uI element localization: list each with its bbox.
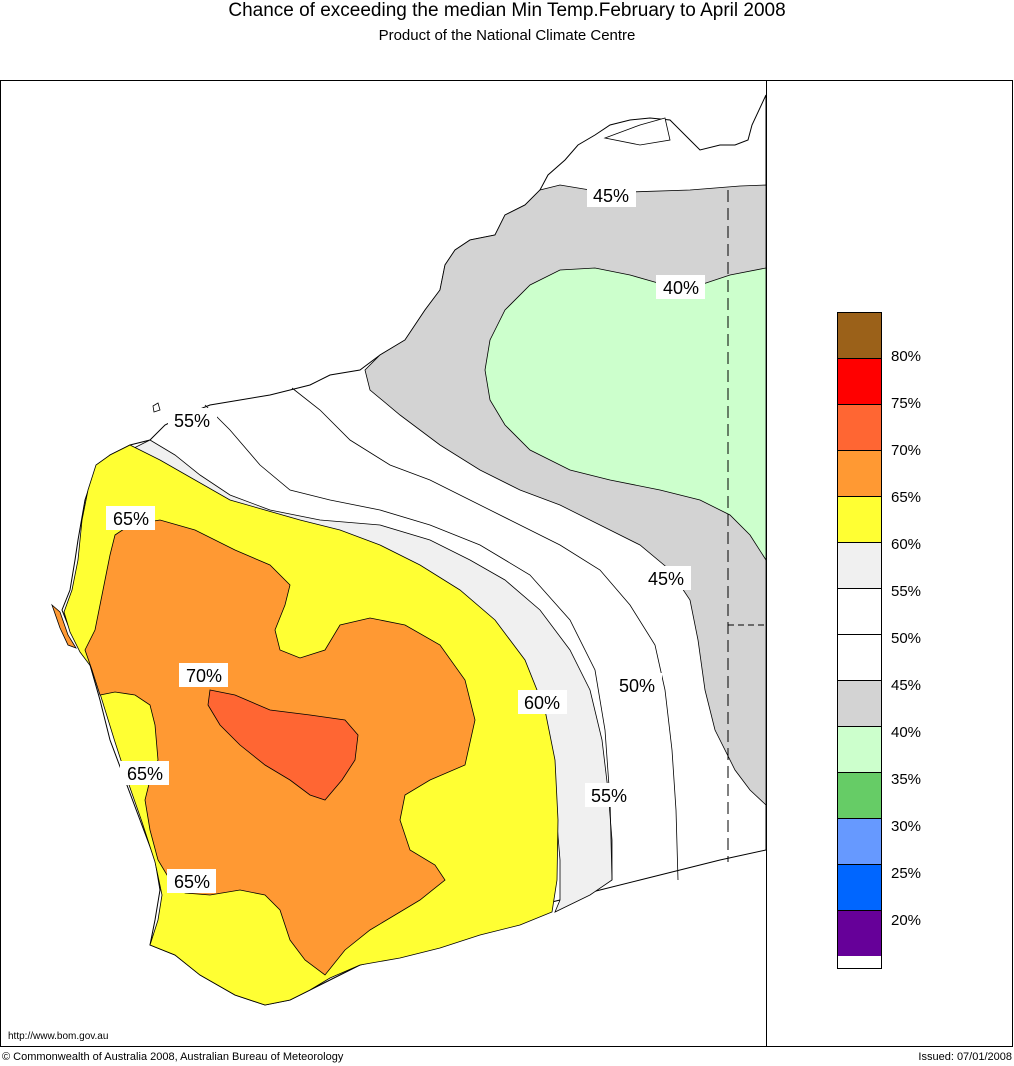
zone-35-40 xyxy=(484,267,766,561)
legend-label: 50% xyxy=(891,630,922,647)
label-e55-text: 55% xyxy=(591,786,627,806)
legend-swatch xyxy=(837,542,881,588)
label-e60: 60% xyxy=(518,690,567,714)
label-n45-text: 45% xyxy=(593,186,629,206)
label-nw55: 55% xyxy=(168,408,217,432)
zone-70-75 xyxy=(207,689,359,801)
label-nw55-text: 55% xyxy=(174,411,210,431)
label-c70-text: 70% xyxy=(186,666,222,686)
legend-label: 45% xyxy=(891,677,922,694)
legend-swatch xyxy=(837,358,881,404)
legend-label: 80% xyxy=(891,348,922,365)
legend-label: 20% xyxy=(891,912,922,929)
legend-label: 35% xyxy=(891,771,922,788)
map-frame xyxy=(0,80,1013,1047)
map-legend-divider xyxy=(766,80,767,1047)
label-e60-text: 60% xyxy=(524,693,560,713)
label-c70: 70% xyxy=(179,663,228,687)
legend-swatch xyxy=(837,588,881,634)
label-e50-text: 50% xyxy=(619,676,655,696)
legend-swatch xyxy=(837,634,881,680)
legend-label: 40% xyxy=(891,724,922,741)
legend-swatch xyxy=(837,910,881,956)
legend-label: 55% xyxy=(891,583,922,600)
legend-swatch xyxy=(837,772,881,818)
copyright-notice: © Commonwealth of Australia 2008, Austra… xyxy=(2,1051,344,1063)
label-sw65b: 65% xyxy=(167,869,216,893)
label-sw65a-text: 65% xyxy=(127,764,163,784)
legend-label: 60% xyxy=(891,536,922,553)
map-subtitle: Product of the National Climate Centre xyxy=(378,27,636,44)
map-title: Chance of exceeding the median Min Temp.… xyxy=(228,0,786,21)
source-url: http://www.bom.gov.au xyxy=(8,1031,109,1042)
legend-label: 75% xyxy=(891,395,922,412)
issued-date: Issued: 07/01/2008 xyxy=(918,1051,1012,1063)
label-w65: 65% xyxy=(106,506,155,530)
island-north xyxy=(603,117,671,146)
legend-swatch xyxy=(837,680,881,726)
label-sw65a: 65% xyxy=(120,761,169,785)
legend-swatch xyxy=(837,496,881,542)
label-e45: 45% xyxy=(642,566,691,590)
legend-swatch xyxy=(837,864,881,910)
legend-swatch xyxy=(837,450,881,496)
label-n45: 45% xyxy=(587,183,636,207)
legend-swatches xyxy=(837,312,881,956)
label-e50: 50% xyxy=(613,673,662,697)
label-w65-text: 65% xyxy=(113,509,149,529)
legend-swatch xyxy=(837,818,881,864)
island-west xyxy=(152,402,161,413)
contour-55 xyxy=(204,404,613,881)
label-sw65b-text: 65% xyxy=(174,872,210,892)
label-e55: 55% xyxy=(585,783,634,807)
label-e45-text: 45% xyxy=(648,569,684,589)
western-australia-map: 45% 40% 55% 65% 45% 70% 60% 50% 65% 55% … xyxy=(51,94,766,1006)
legend-swatch xyxy=(837,404,881,450)
label-n40-text: 40% xyxy=(663,278,699,298)
label-n40: 40% xyxy=(656,275,705,299)
contour-50 xyxy=(291,387,679,881)
legend-label: 25% xyxy=(891,865,922,882)
shark-bay-peninsula xyxy=(51,603,77,649)
legend-swatch xyxy=(837,312,881,358)
legend-label: 70% xyxy=(891,442,922,459)
legend-label: 30% xyxy=(891,818,922,835)
legend-label: 65% xyxy=(891,489,922,506)
legend-swatch xyxy=(837,726,881,772)
